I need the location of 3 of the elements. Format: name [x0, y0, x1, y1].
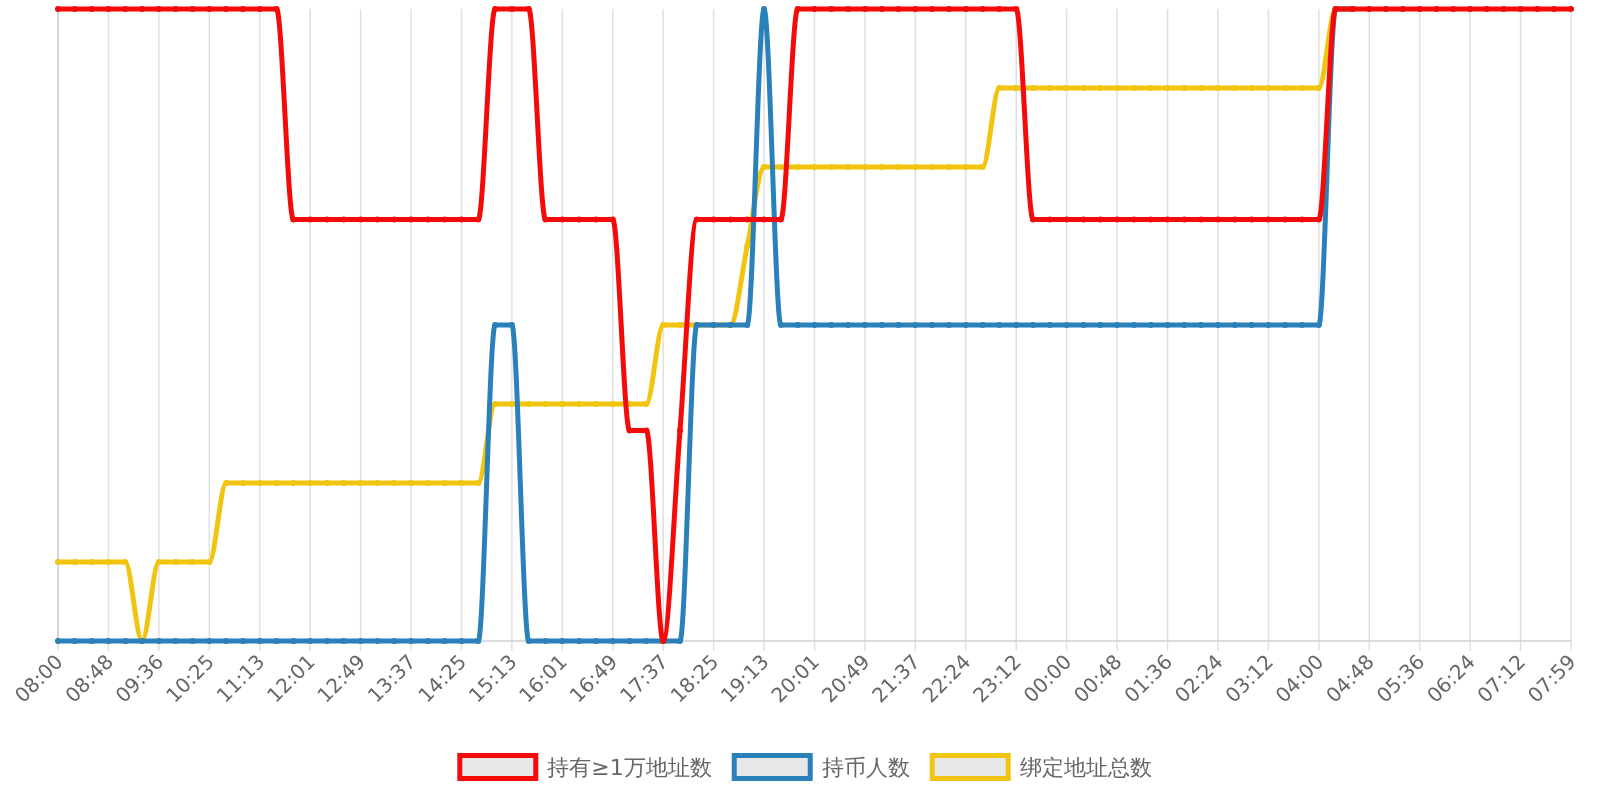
legend-label: 持币人数 [821, 755, 910, 780]
legend-label: 持有≥1万地址数 [547, 755, 712, 780]
legend-label: 绑定地址总数 [1019, 755, 1152, 780]
